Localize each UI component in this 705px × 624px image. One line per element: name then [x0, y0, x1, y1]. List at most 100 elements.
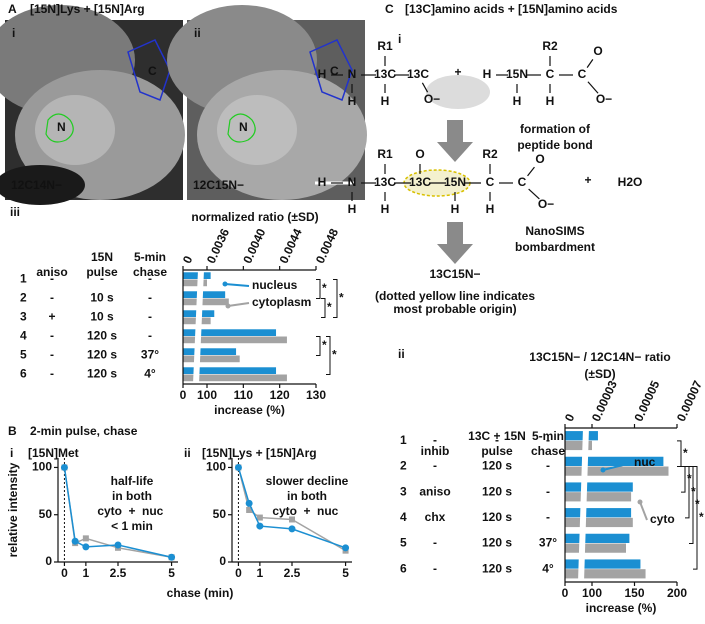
- data-point: [168, 553, 176, 561]
- bar: [183, 298, 229, 306]
- significance-label: *: [322, 338, 327, 352]
- table-cell: 120 s: [482, 561, 512, 575]
- atom: H: [381, 94, 390, 108]
- table-header: chase: [133, 265, 167, 279]
- legend-arrowhead: [600, 467, 606, 473]
- atom: H: [486, 202, 495, 216]
- table-cell: -: [433, 536, 437, 550]
- atom: 13C: [409, 175, 431, 189]
- legend-arrow: [224, 283, 250, 287]
- x-axis-label: increase (%): [586, 601, 657, 615]
- atom: C: [518, 175, 527, 189]
- x2-axis-label: 13C15N− / 12C14N− ratio: [529, 350, 670, 364]
- atom: O−: [596, 92, 612, 106]
- table-header: 13C + 15N: [468, 429, 526, 443]
- panel-title: 2-min pulse, chase: [30, 424, 138, 438]
- x-tick-label: 0: [180, 388, 187, 402]
- atom: R1: [377, 39, 393, 53]
- data-point: [288, 525, 296, 533]
- atom: O: [535, 152, 544, 166]
- x2-axis-label: normalized ratio (±SD): [191, 210, 318, 224]
- note: most probable origin): [393, 302, 516, 316]
- bar: [183, 279, 207, 287]
- table-cell: 37°: [141, 348, 159, 362]
- atom: H: [546, 94, 555, 108]
- atom: 13C: [374, 67, 396, 81]
- bar: [565, 456, 664, 466]
- data-point: [289, 516, 295, 523]
- significance-bracket: [677, 440, 682, 467]
- bond: [528, 188, 540, 200]
- row-label: 3: [20, 310, 27, 324]
- bar: [565, 492, 632, 502]
- atom: N: [348, 67, 357, 81]
- atom: 15N: [444, 175, 466, 189]
- step-label: bombardment: [515, 240, 595, 254]
- table-header: pulse: [86, 265, 118, 279]
- axis-break: [193, 270, 204, 384]
- bar: [565, 466, 669, 476]
- significance-label: *: [332, 348, 337, 362]
- row-label: 3: [400, 484, 407, 498]
- origin-highlight: [426, 75, 490, 109]
- bar: [565, 517, 633, 528]
- table-cell: -: [546, 510, 550, 524]
- table-cell: 120 s: [482, 484, 512, 498]
- y-tick-label: 50: [213, 507, 227, 521]
- data-point: [71, 537, 79, 545]
- table-cell: 10 s: [90, 310, 114, 324]
- plus: +: [454, 65, 461, 79]
- table-cell: chx: [425, 510, 446, 524]
- axis-break: [578, 428, 589, 582]
- sub-label: i: [10, 446, 13, 460]
- region-label: C: [330, 64, 339, 78]
- legend-label: cyto: [650, 512, 675, 526]
- bar: [565, 543, 626, 553]
- y-tick-label: 50: [39, 507, 53, 521]
- plus: +: [584, 173, 591, 187]
- table-header: aniso: [36, 265, 67, 279]
- atom: H: [318, 67, 327, 81]
- step-label: NanoSIMS: [525, 224, 584, 238]
- table-cell: -: [50, 348, 54, 362]
- bond: [421, 82, 429, 93]
- atom: H: [483, 67, 492, 81]
- bar: [183, 272, 211, 279]
- table-header: 5-min: [134, 250, 166, 264]
- atom: O−: [538, 197, 554, 211]
- image-label: ii: [194, 26, 201, 40]
- bar: [565, 431, 598, 441]
- bar: [565, 440, 592, 451]
- atom: O: [593, 44, 602, 58]
- row-label: 4: [20, 329, 27, 343]
- x-tick-label: 200: [667, 586, 687, 600]
- x-tick-label: 100: [582, 586, 602, 600]
- sub-label: ii: [398, 347, 405, 361]
- x-tick-label: 150: [624, 586, 644, 600]
- significance-bracket: [316, 336, 321, 356]
- table-cell: 120 s: [482, 459, 512, 473]
- chart-title: [15N]Met: [28, 446, 79, 460]
- legend-label: nucleus: [252, 278, 298, 292]
- atom: N: [348, 175, 357, 189]
- annotation: < 1 min: [111, 519, 153, 533]
- x-tick-label: 2.5: [284, 566, 301, 580]
- significance-label: *: [683, 446, 688, 460]
- annotation: in both: [287, 489, 327, 503]
- ion-label: 13C15N−: [429, 267, 480, 281]
- x-tick-label: 100: [197, 388, 217, 402]
- atom: H: [348, 202, 357, 216]
- atom: 13C: [374, 175, 396, 189]
- legend-label: cyto: [97, 504, 122, 518]
- table-cell: -: [148, 272, 152, 286]
- table-cell: -: [148, 310, 152, 324]
- table-cell: -: [50, 272, 54, 286]
- annotation: slower decline: [266, 474, 349, 488]
- step-label: peptide bond: [517, 138, 592, 152]
- ion-label: 12C15N−: [193, 178, 244, 192]
- x-axis-label: chase (min): [167, 586, 234, 600]
- legend-arrowhead: [637, 499, 643, 505]
- table-cell: -: [546, 433, 550, 447]
- arrow: [437, 120, 473, 162]
- atom: R2: [542, 39, 558, 53]
